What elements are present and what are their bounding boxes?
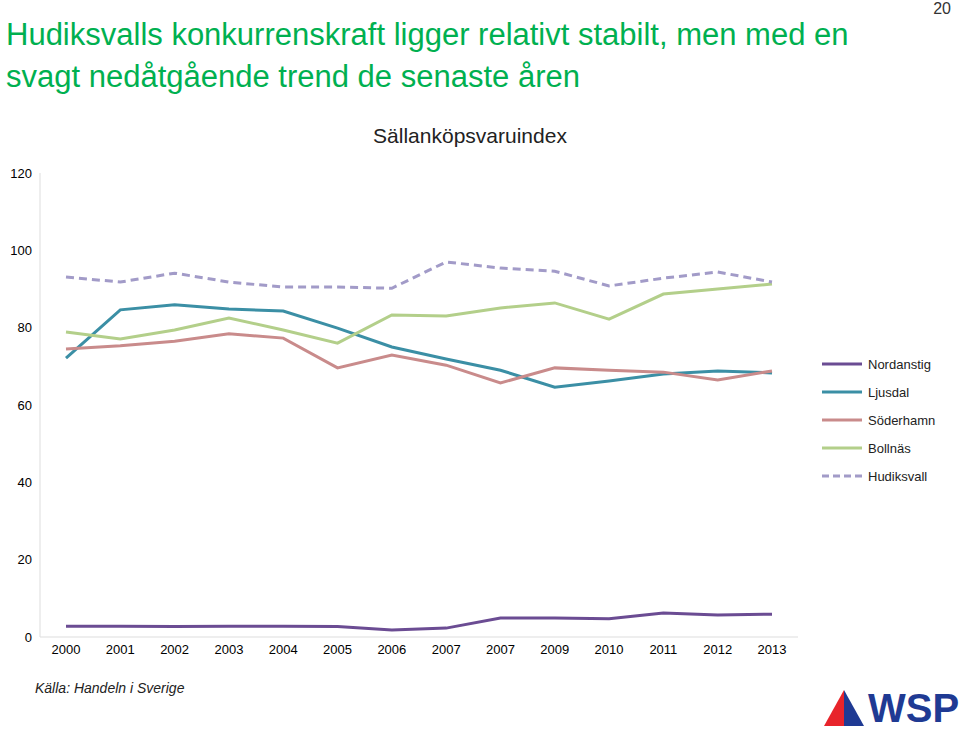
svg-text:2001: 2001 — [106, 642, 135, 657]
html-text:Bollnäs: Bollnäs — [868, 440, 911, 456]
svg-text:2007: 2007 — [432, 642, 461, 657]
html-text:Söderhamn: Söderhamn — [868, 412, 936, 428]
html-text:Ljusdal: Ljusdal — [868, 384, 910, 400]
svg-text:2005: 2005 — [323, 642, 352, 657]
html-text:Hudiksvalls konkurrenskraft li: Hudiksvalls konkurrenskraft ligger relat… — [6, 17, 849, 94]
svg-text:2003: 2003 — [214, 642, 243, 657]
svg-text:2009: 2009 — [540, 642, 569, 657]
html-text:Sällanköpsvaruindex: Sällanköpsvaruindex — [373, 124, 567, 147]
html-text:WSP: WSP — [868, 686, 959, 730]
html-text:Hudiksvall: Hudiksvall — [868, 468, 928, 484]
svg-text:0: 0 — [25, 630, 32, 645]
svg-text:2007: 2007 — [486, 642, 515, 657]
svg-text:80: 80 — [18, 320, 32, 335]
svg-text:100: 100 — [10, 243, 32, 258]
svg-text:40: 40 — [18, 475, 32, 490]
svg-text:2000: 2000 — [52, 642, 81, 657]
svg-text:20: 20 — [18, 552, 32, 567]
svg-text:2012: 2012 — [703, 642, 732, 657]
svg-text:2011: 2011 — [649, 642, 677, 657]
html-text:20: 20 — [933, 0, 951, 17]
html-text:Nordanstig: Nordanstig — [868, 356, 931, 372]
svg-text:2006: 2006 — [377, 642, 406, 657]
svg-text:2013: 2013 — [758, 642, 787, 657]
html-text:Källa: Handeln i Sverige: Källa: Handeln i Sverige — [35, 680, 185, 696]
svg-text:120: 120 — [10, 166, 32, 181]
svg-text:2004: 2004 — [269, 642, 298, 657]
svg-text:60: 60 — [18, 398, 32, 413]
svg-text:2002: 2002 — [160, 642, 189, 657]
svg-text:2010: 2010 — [595, 642, 624, 657]
